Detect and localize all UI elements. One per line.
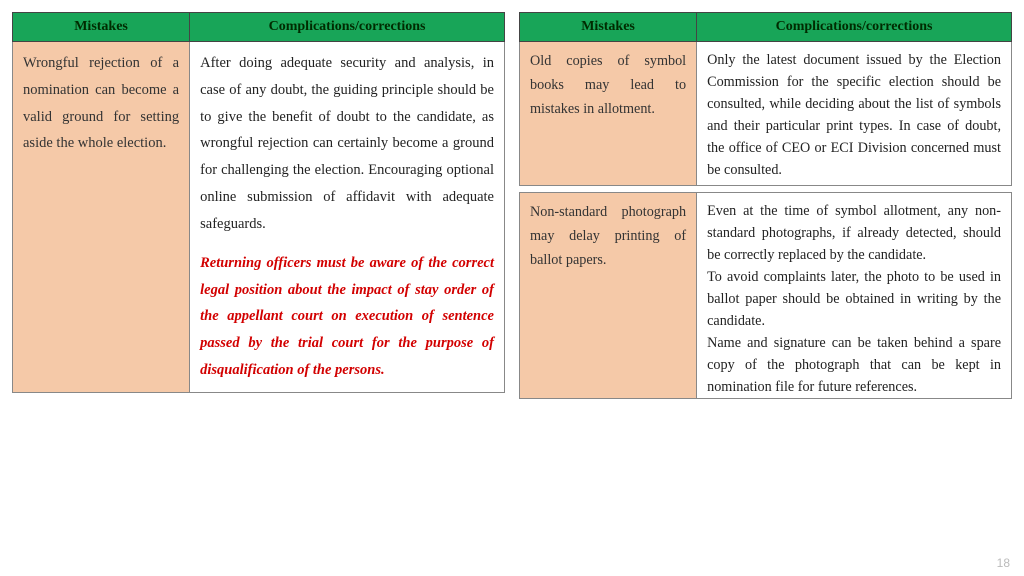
spacer: [200, 238, 494, 250]
page-number: 18: [997, 556, 1010, 570]
left-column: Mistakes Complications/corrections Wrong…: [12, 12, 505, 568]
table-row: Old copies of symbol books may lead to m…: [520, 42, 1012, 186]
correction-para-2: To avoid complaints later, the photo to …: [707, 266, 1001, 332]
right-column: Mistakes Complications/corrections Old c…: [519, 12, 1012, 568]
table-row: Non-standard photograph may delay printi…: [520, 193, 1012, 399]
left-table: Mistakes Complications/corrections Wrong…: [12, 12, 505, 393]
mistake-cell: Old copies of symbol books may lead to m…: [520, 42, 697, 186]
correction-para-1: Even at the time of symbol allotment, an…: [707, 200, 1001, 266]
correction-cell: Only the latest document issued by the E…: [697, 42, 1012, 186]
table-row: Wrongful rejection of a nomination can b…: [13, 42, 505, 393]
correction-para-1: After doing adequate security and analys…: [200, 50, 494, 238]
mistake-cell: Non-standard photograph may delay printi…: [520, 193, 697, 399]
correction-cell: Even at the time of symbol allotment, an…: [697, 193, 1012, 399]
header-corrections: Complications/corrections: [190, 13, 505, 42]
header-mistakes: Mistakes: [520, 13, 697, 42]
mistake-cell: Wrongful rejection of a nomination can b…: [13, 42, 190, 393]
table-header-row: Mistakes Complications/corrections: [520, 13, 1012, 42]
table-header-row: Mistakes Complications/corrections: [13, 13, 505, 42]
header-corrections: Complications/corrections: [697, 13, 1012, 42]
correction-para-3: Name and signature can be taken behind a…: [707, 332, 1001, 398]
header-mistakes: Mistakes: [13, 13, 190, 42]
correction-cell: After doing adequate security and analys…: [190, 42, 505, 393]
right-table-2: Non-standard photograph may delay printi…: [519, 192, 1012, 399]
right-table-1: Mistakes Complications/corrections Old c…: [519, 12, 1012, 186]
correction-para-emphasis: Returning officers must be aware of the …: [200, 250, 494, 384]
